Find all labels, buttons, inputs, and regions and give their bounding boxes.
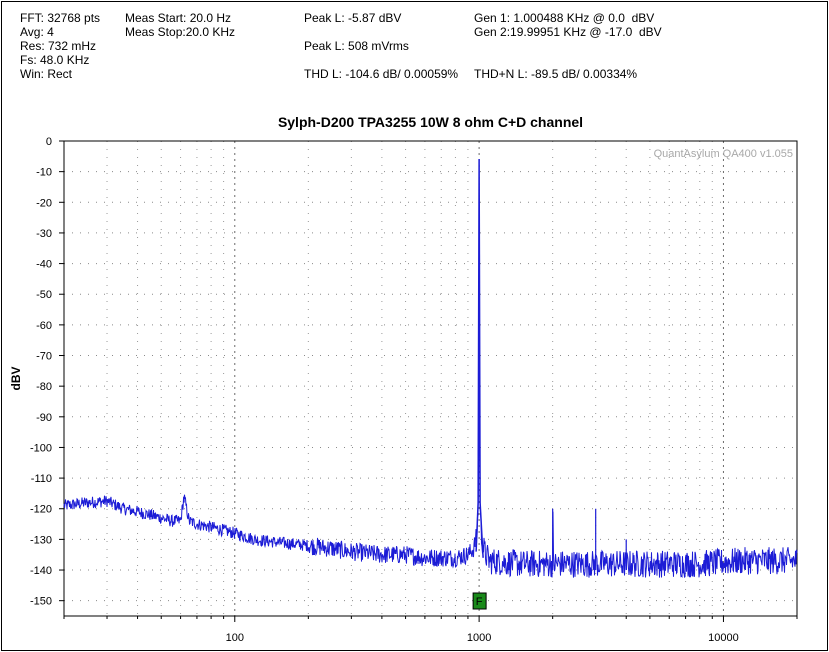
y-tick-label: -110 (31, 473, 52, 485)
meas-start-text: Meas Start: 20.0 Hz (125, 11, 232, 25)
fundamental-peak (475, 158, 484, 558)
peak-dbv-text: Peak L: -5.87 dBV (304, 11, 402, 25)
y-axis-label: dBV (9, 367, 23, 391)
fundamental-marker-label: F (476, 596, 483, 608)
y-tick-label: -70 (36, 351, 52, 363)
y-tick-label: -100 (30, 442, 52, 454)
y-tick-label: -120 (30, 504, 52, 516)
watermark-text: QuantAsylum QA400 v1.055 (654, 148, 793, 160)
y-tick-label: -40 (36, 259, 52, 271)
plot-area (63, 140, 798, 617)
thdn-text: THD+N L: -89.5 dB/ 0.00334% (474, 67, 638, 81)
sample-rate-text: Fs: 48.0 KHz (20, 53, 90, 67)
x-tick-label: 1000 (467, 632, 491, 644)
y-tick-label: -130 (30, 534, 52, 546)
y-tick-label: -30 (36, 228, 52, 240)
x-tick-label: 10000 (708, 632, 739, 644)
meas-stop-text: Meas Stop:20.0 KHz (125, 25, 236, 39)
x-tick-label: 100 (226, 632, 244, 644)
y-tick-label: -20 (36, 197, 52, 209)
window-text: Win: Rect (20, 67, 73, 81)
y-tick-label: -60 (36, 320, 52, 332)
y-tick-label: -150 (30, 596, 52, 608)
avg-text: Avg: 4 (20, 25, 54, 39)
y-tick-label: -50 (36, 289, 52, 301)
gen1-text: Gen 1: 1.000488 KHz @ 0.0 dBV (474, 11, 655, 25)
y-tick-label: -80 (36, 381, 52, 393)
peak-vrms-text: Peak L: 508 mVrms (304, 39, 409, 53)
fundamental-marker (472, 592, 487, 610)
fft-size-text: FFT: 32768 pts (20, 11, 101, 25)
noise-floor-trace (63, 386, 798, 579)
y-tick-label: -10 (36, 167, 52, 179)
resolution-text: Res: 732 mHz (20, 39, 97, 53)
y-tick-label: -90 (36, 412, 52, 424)
thd-text: THD L: -104.6 dB/ 0.00059% (304, 67, 459, 81)
y-tick-label: 0 (46, 136, 52, 148)
y-tick-label: -140 (30, 565, 52, 577)
gen2-text: Gen 2:19.99951 KHz @ -17.0 dBV (474, 25, 662, 39)
chart-title: Sylph-D200 TPA3255 10W 8 ohm C+D channel (278, 114, 583, 130)
